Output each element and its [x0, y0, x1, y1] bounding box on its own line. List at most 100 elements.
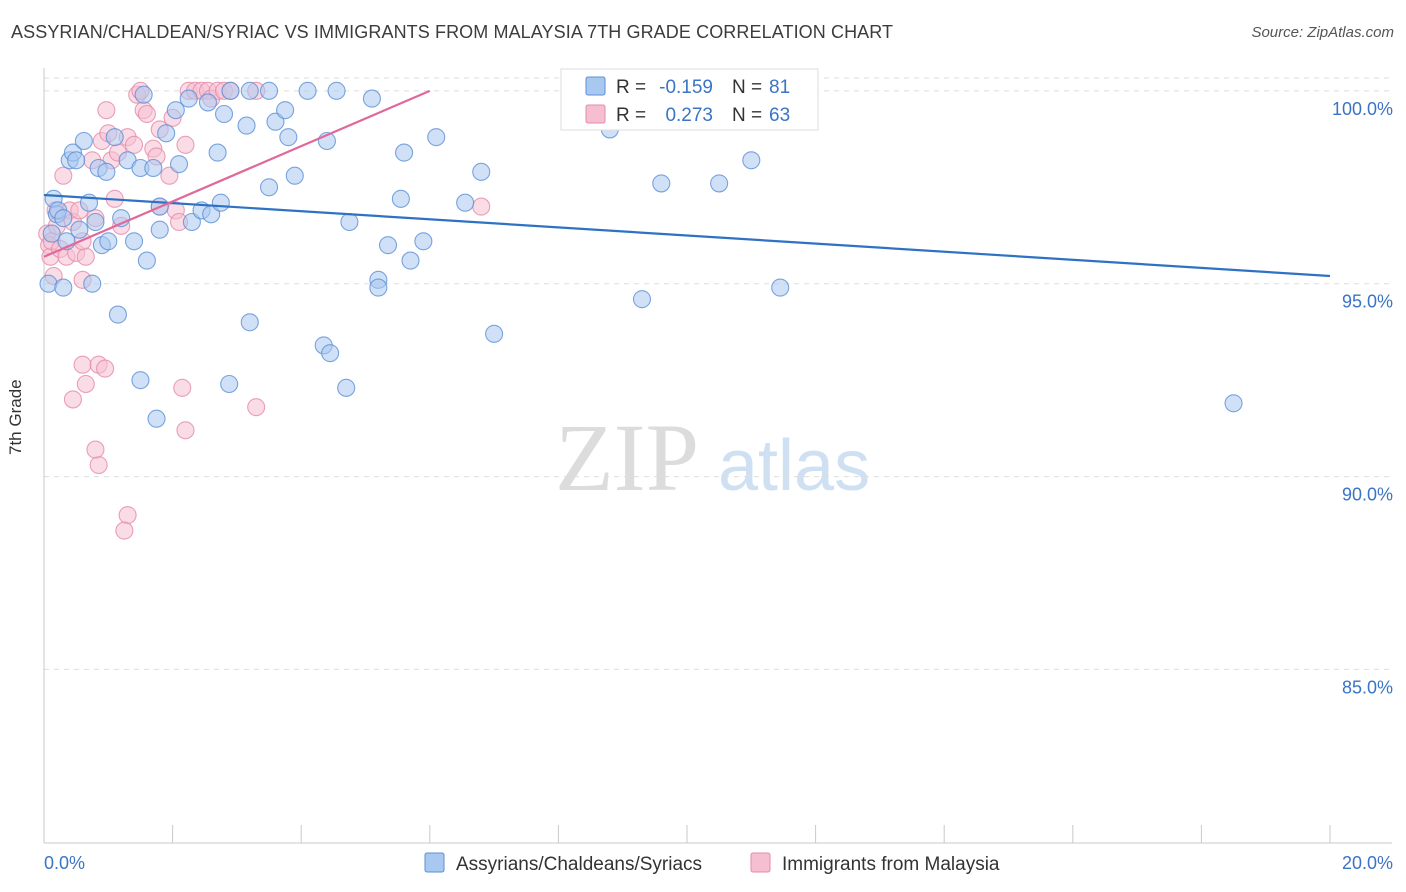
blue-point [266, 112, 285, 131]
r-label: R = [616, 77, 646, 98]
blue-n-value: 81 [769, 77, 790, 98]
blue-point [321, 344, 340, 363]
pink-point [96, 359, 115, 378]
blue-r-value: -0.159 [659, 77, 713, 98]
chart-title: ASSYRIAN/CHALDEAN/SYRIAC VS IMMIGRANTS F… [11, 22, 894, 42]
blue-stats-swatch [585, 76, 606, 96]
pink-trend-line [43, 89, 431, 258]
blue-point [337, 378, 356, 397]
x-tick-label: 0.0% [44, 853, 85, 873]
y-tick-label: 90.0% [1342, 485, 1393, 505]
blue-point [39, 274, 58, 293]
blue-point [259, 81, 279, 100]
pink-stats-swatch [585, 104, 606, 124]
pink-point [176, 135, 195, 154]
blue-point [378, 236, 398, 255]
blue-point [67, 151, 86, 170]
pink-point [54, 166, 73, 185]
bottom-legend: Assyrians/Chaldeans/Syriacs Immigrants fr… [424, 852, 1000, 875]
blue-point [472, 162, 491, 181]
blue-point [74, 131, 93, 151]
pink-point [176, 421, 195, 440]
pink-point [73, 355, 92, 374]
pink-point [124, 135, 144, 154]
n-label: N = [732, 77, 762, 98]
blue-point [395, 143, 414, 162]
pink-point [472, 197, 491, 216]
blue-point [401, 251, 420, 270]
pink-point [115, 521, 134, 540]
r-label: R = [616, 105, 646, 126]
pink-point [86, 440, 105, 459]
blue-legend-label: Assyrians/Chaldeans/Syriacs [456, 854, 702, 875]
blue-point [456, 193, 475, 212]
blue-point [362, 89, 381, 108]
blue-point [70, 220, 89, 239]
pink-legend-swatch [750, 852, 771, 873]
pink-legend-label: Immigrants from Malaysia [782, 854, 1000, 875]
blue-point [97, 162, 116, 181]
blue-point [369, 278, 388, 297]
pink-point [89, 455, 108, 475]
pink-point [76, 374, 95, 394]
stats-legend: R = -0.159 N = 81 R = 0.273 N = 63 [560, 68, 819, 131]
blue-point [652, 174, 671, 193]
blue-point [147, 409, 166, 428]
blue-point [131, 371, 150, 390]
blue-point [240, 313, 259, 332]
n-label: N = [732, 105, 762, 126]
axes [43, 68, 1392, 844]
blue-point [427, 128, 446, 147]
blue-point [391, 189, 410, 208]
pink-n-value: 63 [769, 105, 790, 126]
pink-point [247, 398, 266, 417]
pink-point [63, 390, 82, 409]
blue-point [179, 89, 198, 108]
source-credit: Source: ZipAtlas.com [1251, 24, 1394, 41]
blue-point [742, 151, 761, 170]
blue-point [259, 178, 279, 197]
blue-point [414, 232, 433, 251]
blue-point [105, 128, 124, 147]
blue-point [710, 174, 729, 193]
blue-point [632, 290, 652, 309]
blue-point [182, 212, 201, 232]
blue-point [83, 274, 102, 293]
blue-point [166, 101, 185, 120]
pink-point [76, 247, 95, 266]
blue-point [42, 224, 61, 243]
watermark: ZIP atlas [555, 404, 870, 511]
blue-point [771, 278, 790, 297]
blue-point [99, 232, 118, 251]
blue-point [198, 93, 218, 112]
blue-point [485, 324, 504, 343]
blue-point [298, 81, 317, 100]
pink-point [118, 506, 137, 525]
blue-point [276, 101, 295, 120]
blue-point [340, 212, 359, 232]
pink-point [173, 378, 192, 397]
blue-trend-line [43, 193, 1331, 278]
blue-point [144, 158, 163, 178]
blue-point [279, 128, 298, 147]
blue-point [124, 232, 144, 251]
blue-point [1224, 394, 1243, 413]
blue-point [208, 143, 227, 162]
blue-point [134, 85, 153, 104]
blue-point [214, 104, 234, 124]
pink-point [97, 101, 116, 120]
pink-r-value: 0.273 [665, 105, 713, 126]
blue-point [211, 193, 230, 212]
data-points [38, 81, 1243, 540]
blue-point [86, 212, 105, 232]
blue-point [240, 81, 259, 100]
blue-legend-swatch [424, 852, 445, 873]
blue-point [285, 166, 304, 185]
y-tick-label: 100.0% [1332, 99, 1393, 119]
blue-point [54, 209, 73, 228]
y-tick-label: 95.0% [1342, 292, 1393, 312]
watermark-atlas: atlas [718, 426, 870, 506]
blue-point [157, 124, 176, 143]
tick-labels: 85.0% 90.0% 95.0% 100.0% 0.0% 20.0% [44, 99, 1393, 873]
blue-point [150, 220, 169, 239]
